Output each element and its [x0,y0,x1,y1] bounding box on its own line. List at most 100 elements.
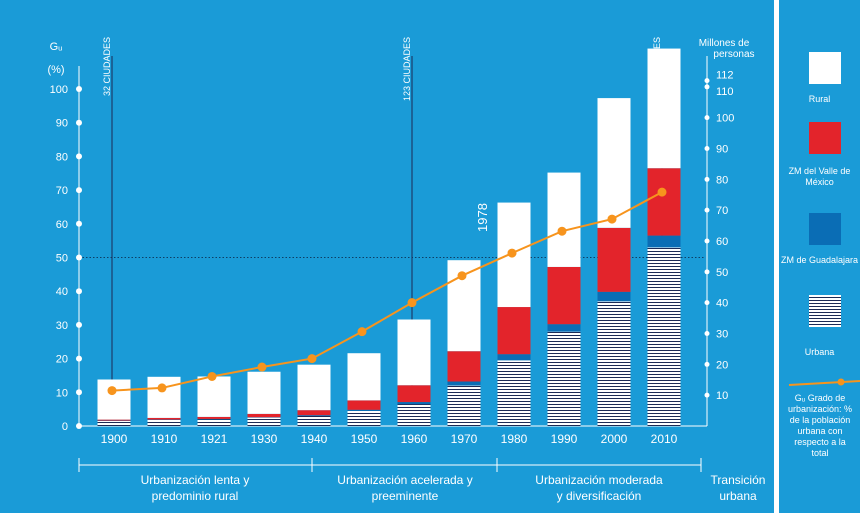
x-tick-label: 1930 [251,432,278,446]
legend-zmvm-swatch [809,122,841,154]
x-tick-label: 2000 [601,432,628,446]
legend-urbana-label: Urbana [779,347,860,358]
right-tick-dot [705,239,710,244]
left-tick-label: 100 [50,84,68,96]
x-tick-label: 1910 [151,432,178,446]
bar-zm-de-guadalajara-1970 [448,382,481,386]
period-label-line1: Transición [711,473,766,487]
bar-zm-de-guadalajara-1950 [348,410,381,411]
right-tick-dot [705,208,710,213]
right-tick-label: 100 [716,113,734,125]
left-tick-label: 20 [56,354,68,366]
bar-urbana-1940 [298,416,331,426]
bar-rural-1940 [298,365,331,410]
bar-zm-de-guadalajara-1940 [298,415,331,416]
bar-rural-1900 [98,379,131,419]
bar-zm-de-guadalajara-2010 [648,236,681,248]
right-tick-dot [705,78,710,83]
bar-urbana-1960 [398,404,431,426]
legend-zmg-swatch [809,213,841,245]
right-tick-dot [705,115,710,120]
bar-urbana-1900 [98,421,131,426]
left-tick-label: 50 [56,253,68,265]
period-label-line2: y diversificación [557,489,642,503]
bar-zm-de-guadalajara-2000 [598,292,631,301]
right-tick-label: 50 [716,267,728,279]
bar-urbana-1970 [448,386,481,426]
legend-rural-swatch [809,52,841,84]
x-tick-label: 1921 [201,432,228,446]
right-tick-dot [705,146,710,151]
bar-zm-del-valle-de-m-xico-2010 [648,168,681,235]
bar-zm-del-valle-de-m-xico-2000 [598,228,631,292]
x-tick-label: 1970 [451,432,478,446]
left-tick-label: 10 [56,387,68,399]
left-axis-unit: (%) [47,64,64,76]
left-tick-dot [76,356,82,362]
x-tick-label: 1950 [351,432,378,446]
legend-panel: Rural ZM del Valle de México ZM de Guada… [779,0,860,513]
bar-urbana-2010 [648,247,681,426]
right-tick-dot [705,177,710,182]
bar-zm-del-valle-de-m-xico-1950 [348,400,381,409]
right-axis-title-1: Millones de [699,38,750,49]
gu-point-1960 [408,298,417,307]
right-tick-label: 40 [716,298,728,310]
gu-point-2000 [608,215,617,224]
bar-zm-de-guadalajara-1990 [548,324,581,331]
right-tick-dot [705,84,710,89]
gu-point-1950 [358,327,367,336]
period-label-line2: predominio rural [152,489,239,503]
left-tick-dot [76,322,82,328]
bar-urbana-1990 [548,332,581,426]
gu-point-1910 [158,383,167,392]
right-tick-label: 30 [716,329,728,341]
bar-zm-del-valle-de-m-xico-1990 [548,267,581,324]
bar-zm-del-valle-de-m-xico-1921 [198,417,231,419]
bar-zm-de-guadalajara-1960 [398,402,431,404]
bar-rural-1950 [348,353,381,400]
bar-zm-del-valle-de-m-xico-1940 [298,410,331,415]
period-label-line1: Urbanización moderada [535,473,663,487]
bar-urbana-1930 [248,418,281,426]
bar-rural-1990 [548,173,581,267]
bar-rural-2000 [598,98,631,228]
left-tick-dot [76,86,82,92]
x-tick-label: 2010 [651,432,678,446]
left-tick-label: 60 [56,219,68,231]
right-tick-dot [705,393,710,398]
left-tick-label: 30 [56,320,68,332]
city-marker-label-1960: 123 CIUDADES [402,37,412,101]
period-label-line1: Urbanización lenta y [141,473,250,487]
bar-zm-de-guadalajara-1980 [498,354,531,360]
left-tick-label: 0 [62,421,68,433]
legend-rural-label: Rural [779,94,860,105]
bar-zm-del-valle-de-m-xico-1900 [98,420,131,421]
gu-point-1930 [258,363,267,372]
bar-urbana-1980 [498,360,531,426]
left-tick-dot [76,389,82,395]
bar-zm-del-valle-de-m-xico-1910 [148,418,181,420]
right-tick-dot [705,362,710,367]
legend-gu-label: Gᵤ Grado de urbanización: % de la poblac… [785,393,855,459]
bar-zm-del-valle-de-m-xico-1970 [448,351,481,381]
period-label-line1: Urbanización acelerada y [337,473,472,487]
gu-point-1970 [458,271,467,280]
left-tick-label: 90 [56,118,68,130]
x-tick-label: 1900 [101,432,128,446]
bar-rural-1910 [148,377,181,418]
bar-zm-del-valle-de-m-xico-1960 [398,385,431,402]
annotation-1978: 1978 [475,203,490,232]
right-tick-dot [705,269,710,274]
bar-rural-1960 [398,320,431,386]
right-tick-label: 70 [716,205,728,217]
left-tick-label: 40 [56,286,68,298]
right-tick-label: 20 [716,359,728,371]
bar-urbana-1950 [348,411,381,426]
right-tick-label: 10 [716,390,728,402]
bar-rural-1921 [198,376,231,416]
bar-rural-2010 [648,49,681,169]
left-tick-dot [76,187,82,193]
